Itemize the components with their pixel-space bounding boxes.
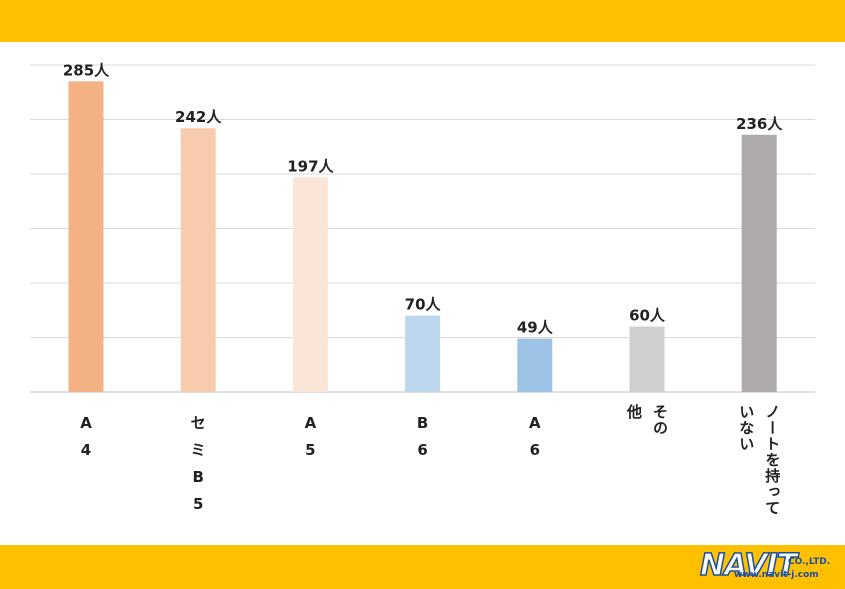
data-label-1: 285人 [63, 61, 110, 79]
bar-7 [741, 134, 777, 392]
category-label-line: A [304, 414, 317, 432]
category-label-line: B [416, 414, 429, 432]
category-label-line: 4 [80, 441, 92, 459]
data-label-4: 70人 [405, 296, 442, 314]
category-label-line: A [80, 414, 92, 432]
navit-logo: NAVIT CO.,LTD. www.navit-j.com [699, 547, 840, 586]
logo-url: www.navit-j.com [734, 570, 819, 580]
data-label-6: 60人 [629, 307, 666, 325]
category-label-line: いない [737, 404, 756, 452]
category-label-line: 他 [625, 404, 643, 420]
logo-company-suffix: CO.,LTD. [788, 557, 831, 567]
bar-6 [629, 326, 665, 392]
bottom-banner [0, 545, 845, 589]
category-label-line: ミ [190, 441, 206, 459]
category-label-line: 6 [529, 441, 541, 459]
top-banner [0, 0, 845, 42]
category-label-line: 5 [305, 441, 316, 459]
bar-1 [68, 81, 104, 392]
logo-wordmark: NAVIT [699, 547, 798, 584]
bar-chart: 285人 242人 197人 70人 49人 60人 236人 [30, 61, 815, 393]
bar-2 [180, 128, 216, 392]
data-label-2: 242人 [175, 108, 222, 126]
category-label-line: ノートを持って [763, 404, 782, 516]
bar-5 [517, 338, 553, 392]
bar-3 [292, 177, 328, 392]
category-label-line: セ [190, 414, 206, 432]
data-label-7: 236人 [736, 115, 783, 133]
category-label-line: A [528, 414, 541, 432]
category-label-line: その [651, 404, 669, 436]
category-label-line: 6 [417, 441, 428, 459]
category-label-line: B [192, 468, 204, 486]
category-label-line: 5 [192, 495, 204, 513]
data-label-3: 197人 [287, 157, 334, 175]
category-label-7: ノートを持って いない [737, 404, 781, 516]
data-label-5: 49人 [517, 319, 554, 337]
bar-4 [405, 315, 441, 392]
category-label-6: その他 [625, 404, 669, 436]
